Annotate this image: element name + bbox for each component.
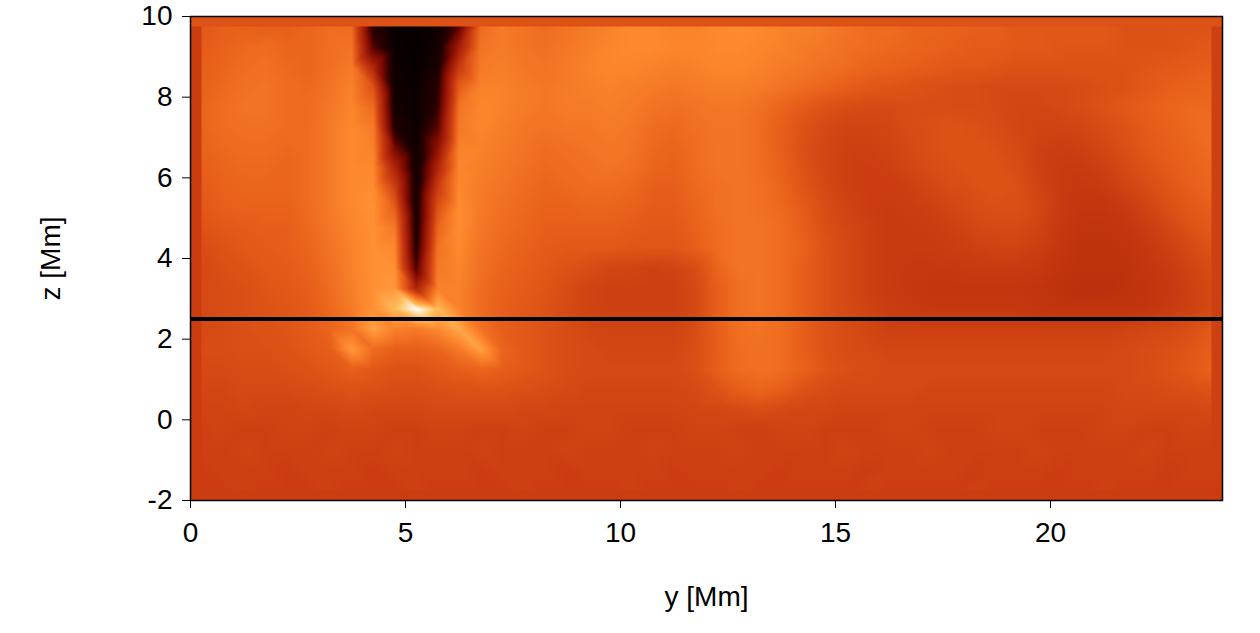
svg-text:2: 2 xyxy=(157,323,173,354)
svg-text:-2: -2 xyxy=(148,484,173,515)
svg-text:z [Mm]: z [Mm] xyxy=(35,217,66,301)
svg-text:10: 10 xyxy=(605,517,636,548)
svg-text:8: 8 xyxy=(157,81,173,112)
svg-text:0: 0 xyxy=(183,517,199,548)
svg-text:20: 20 xyxy=(1035,517,1066,548)
svg-text:4: 4 xyxy=(157,242,173,273)
svg-text:6: 6 xyxy=(157,162,173,193)
svg-text:0: 0 xyxy=(157,404,173,435)
svg-text:10: 10 xyxy=(141,0,172,31)
svg-text:15: 15 xyxy=(820,517,851,548)
svg-text:5: 5 xyxy=(398,517,414,548)
svg-text:y [Mm]: y [Mm] xyxy=(665,581,749,612)
